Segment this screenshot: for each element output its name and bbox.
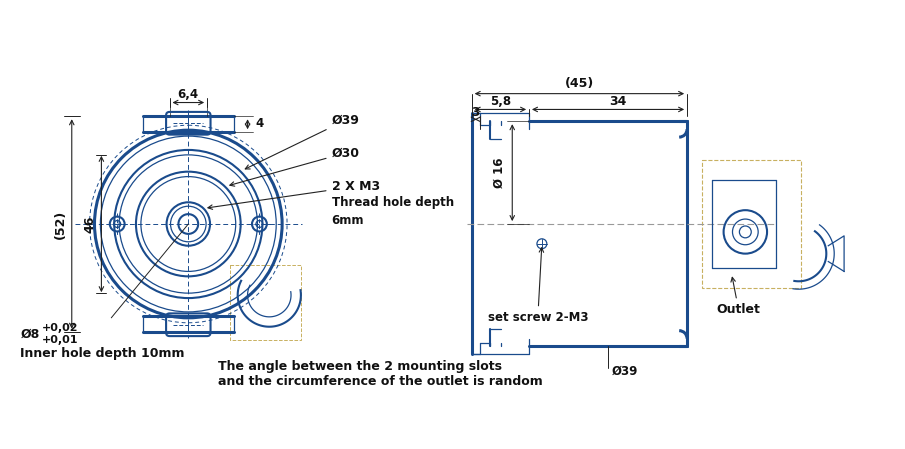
- Text: Ø39: Ø39: [612, 364, 638, 377]
- Text: +0,01: +0,01: [43, 335, 79, 344]
- Bar: [230, 265, 300, 339]
- Text: The angle between the 2 mounting slots: The angle between the 2 mounting slots: [218, 360, 502, 373]
- Text: Ø39: Ø39: [245, 114, 359, 169]
- Text: 5,8: 5,8: [490, 95, 511, 108]
- Text: 6mm: 6mm: [331, 214, 364, 227]
- Text: and the circumference of the outlet is random: and the circumference of the outlet is r…: [218, 375, 543, 388]
- Text: Inner hole depth 10mm: Inner hole depth 10mm: [21, 348, 185, 361]
- Text: Ø8: Ø8: [21, 328, 40, 341]
- Text: Outlet: Outlet: [717, 277, 760, 317]
- Text: (52): (52): [53, 209, 66, 238]
- Text: 6,4: 6,4: [177, 88, 199, 101]
- Text: 46: 46: [83, 216, 96, 233]
- Text: set screw 2-M3: set screw 2-M3: [488, 248, 588, 324]
- Text: Ø30: Ø30: [230, 146, 359, 186]
- Text: +0,02: +0,02: [43, 323, 79, 333]
- Text: 34: 34: [609, 95, 626, 108]
- Text: 2 X M3: 2 X M3: [208, 180, 379, 209]
- Text: (45): (45): [565, 77, 594, 90]
- Bar: [702, 160, 801, 288]
- Text: 3: 3: [472, 106, 480, 119]
- Text: 4: 4: [255, 117, 263, 130]
- Text: Thread hole depth: Thread hole depth: [331, 196, 453, 209]
- Text: Ø 16: Ø 16: [492, 158, 505, 188]
